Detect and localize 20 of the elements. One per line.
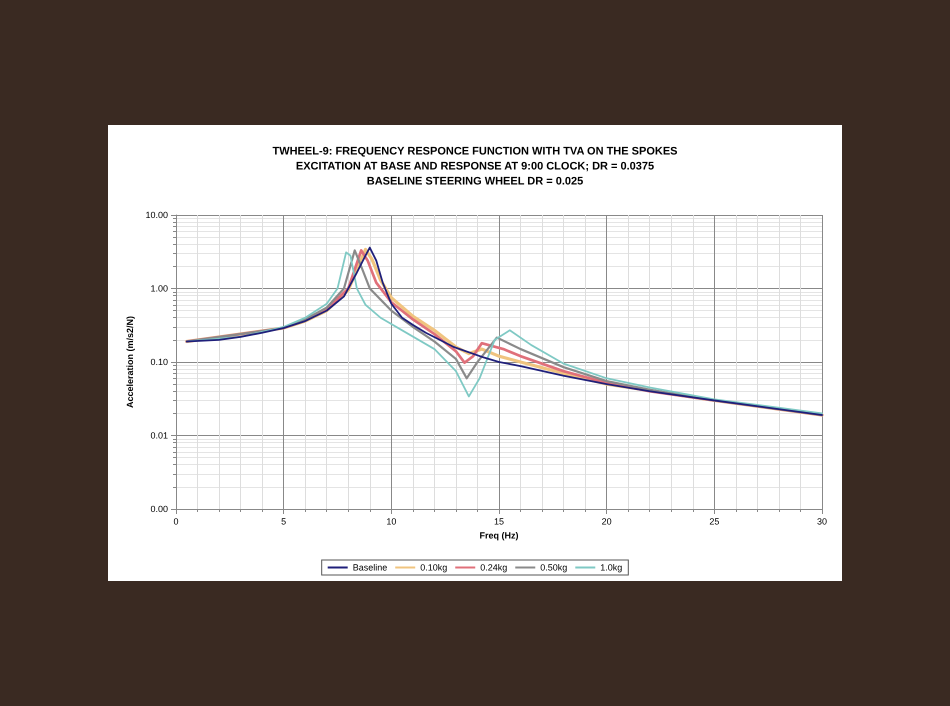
legend-label: 0.24kg	[480, 562, 508, 572]
y-tick-label: 0.10	[150, 357, 168, 367]
chart-title: TWHEEL-9: FREQUENCY RESPONCE FUNCTION WITH TVA ON THE SPOKES EXCITATION AT BASE AND RESPONSE AT 9:00 CLOCK; DR = 0.0375 BASELINE STEERING WHEEL DR = 0.025	[272, 146, 678, 188]
y-tick-label: 0.01	[150, 430, 168, 440]
x-tick-label: 30	[816, 516, 828, 526]
y-tick-label: 0.00	[150, 504, 168, 514]
y-tick-label: 10.00	[145, 210, 168, 220]
x-axis-title: Freq (Hz)	[480, 530, 518, 540]
x-tick-label: 15	[494, 516, 504, 526]
x-tick-label: 10	[386, 516, 396, 526]
y-axis-title: Acceleration (m/s2/N)	[125, 316, 136, 408]
x-tick-label: 20	[602, 516, 612, 526]
x-tick-label: 25	[709, 516, 720, 526]
legend-label: 0.10kg	[420, 562, 448, 572]
y-tick-label: 1.00	[150, 284, 168, 294]
legend-label: Baseline	[352, 562, 388, 572]
legend-label: 1.0kg	[600, 562, 622, 572]
x-tick-label: 0	[173, 516, 179, 526]
x-tick-label: 5	[281, 516, 286, 526]
legend-label: 0.50kg	[540, 562, 568, 572]
